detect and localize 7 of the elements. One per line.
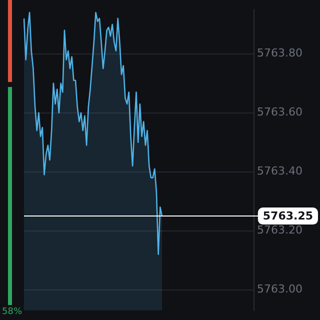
y-tick-label: 5763.80 (257, 46, 302, 60)
y-tick-label: 5763.00 (257, 282, 302, 296)
y-tick-label: 5763.20 (257, 224, 302, 237)
y-tick-label: 5763.40 (257, 164, 302, 178)
ref-line-label: 5763.25 (262, 209, 314, 222)
text: 58% (2, 307, 22, 317)
y-tick-label: 5763.60 (257, 106, 302, 119)
